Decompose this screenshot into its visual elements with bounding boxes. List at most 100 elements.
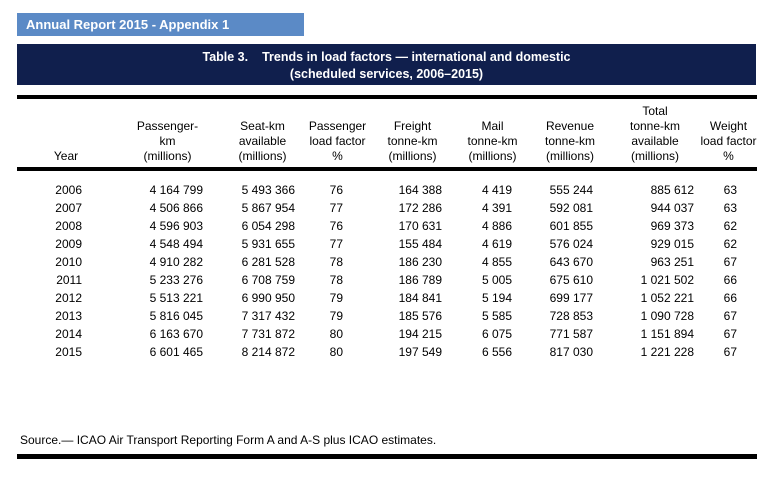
table-cell: 5 931 655 (241, 237, 295, 251)
table-title-line: Table 3. Trends in load factors — interna… (17, 44, 756, 66)
table-cell: 62 (723, 237, 737, 251)
table-cell: 1 021 502 (640, 273, 694, 287)
table-cell: 76 (329, 219, 343, 233)
table-cell: 79 (329, 291, 343, 305)
table-cell: 4 886 (481, 219, 512, 233)
table-row: 2012 5 513 221 6 990 950 79 184 841 5 194 699 … (17, 289, 757, 307)
table-cell: 643 670 (549, 255, 593, 269)
table-row: 2009 4 548 494 5 931 655 77 155 484 4 619 576 … (17, 235, 757, 253)
table-cell: 699 177 (549, 291, 593, 305)
table-cell: 6 075 (481, 327, 512, 341)
table-cell: 2007 (55, 201, 82, 215)
column-header-passenger-load-factor: Passenger load factor % (305, 97, 370, 171)
table-cell: 1 151 894 (640, 327, 694, 341)
column-header-mail-tonne-km: Mail tonne-km (millions) (455, 97, 530, 171)
table-cell: 2008 (55, 219, 82, 233)
table-cell: 1 052 221 (640, 291, 694, 305)
table-cell: 67 (723, 327, 737, 341)
table-cell: 78 (329, 273, 343, 287)
table-cell: 728 853 (549, 309, 593, 323)
table-header-row: Year Passenger- km (millions) Seat-km av… (17, 97, 757, 171)
column-header-weight-load-factor: Weight load factor % (700, 97, 757, 171)
table-cell: 194 215 (398, 327, 442, 341)
table-subtitle: (scheduled services, 2006–2015) (289, 67, 484, 81)
table-row: 2011 5 233 276 6 708 759 78 186 789 5 005 675 … (17, 271, 757, 289)
column-header-passenger-km: Passenger- km (millions) (115, 97, 220, 171)
load-factors-table: Year Passenger- km (millions) Seat-km av… (17, 95, 757, 361)
table-row: 2013 5 816 045 7 317 432 79 185 576 5 585 728 … (17, 307, 757, 325)
table-cell: 4 910 282 (149, 255, 203, 269)
table-cell: 63 (723, 183, 737, 197)
table-row: 2007 4 506 866 5 867 954 77 172 286 4 391 592 … (17, 199, 757, 217)
table-cell: 185 576 (398, 309, 442, 323)
table-row: 2008 4 596 903 6 054 298 76 170 631 4 886 601 … (17, 217, 757, 235)
table-cell: 929 015 (650, 237, 694, 251)
table-cell: 2009 (55, 237, 82, 251)
table-cell: 79 (329, 309, 343, 323)
table-cell: 6 281 528 (241, 255, 295, 269)
table-cell: 186 789 (398, 273, 442, 287)
table-cell: 80 (329, 345, 343, 359)
table-cell: 4 855 (481, 255, 512, 269)
table-row: 2014 6 163 670 7 731 872 80 194 215 6 075 771 … (17, 325, 757, 343)
table-cell: 576 024 (549, 237, 593, 251)
table-number-label: Table 3. (202, 50, 249, 64)
table-cell: 62 (723, 219, 737, 233)
table-cell: 1 221 228 (640, 345, 694, 359)
table-container: Year Passenger- km (millions) Seat-km av… (17, 95, 757, 361)
table-cell: 1 090 728 (640, 309, 694, 323)
table-cell: 601 855 (549, 219, 593, 233)
table-cell: 4 548 494 (149, 237, 203, 251)
table-row: 2006 4 164 799 5 493 366 76 164 388 4 419 555 … (17, 169, 757, 199)
table-body: 2006 4 164 799 5 493 366 76 164 388 4 419 555 … (17, 169, 757, 361)
appendix-banner: Annual Report 2015 - Appendix 1 (17, 13, 304, 36)
table-cell: 6 556 (481, 345, 512, 359)
table-cell: 78 (329, 255, 343, 269)
column-header-year: Year (17, 97, 115, 171)
table-cell: 944 037 (650, 201, 694, 215)
table-cell: 170 631 (398, 219, 442, 233)
table-cell: 4 506 866 (149, 201, 203, 215)
table-cell: 6 163 670 (149, 327, 203, 341)
table-cell: 5 513 221 (149, 291, 203, 305)
table-cell: 155 484 (398, 237, 442, 251)
table-cell: 7 317 432 (241, 309, 295, 323)
table-cell: 66 (723, 273, 737, 287)
table-cell: 5 867 954 (241, 201, 295, 215)
table-cell: 4 596 903 (149, 219, 203, 233)
table-cell: 2011 (56, 273, 82, 287)
table-cell: 2006 (55, 183, 82, 197)
table-title-text: Trends in load factors — international a… (262, 50, 571, 64)
table-cell: 555 244 (549, 183, 593, 197)
table-cell: 80 (329, 327, 343, 341)
table-cell: 592 081 (549, 201, 593, 215)
table-title-band: Table 3. Trends in load factors — interna… (17, 44, 756, 85)
table-cell: 77 (329, 201, 343, 215)
table-cell: 5 816 045 (149, 309, 203, 323)
column-header-revenue-tonne-km: Revenue tonne-km (millions) (530, 97, 610, 171)
table-cell: 67 (723, 345, 737, 359)
table-row: 2010 4 910 282 6 281 528 78 186 230 4 855 643 … (17, 253, 757, 271)
table-cell: 172 286 (398, 201, 442, 215)
table-cell: 77 (329, 237, 343, 251)
table-cell: 5 493 366 (241, 183, 295, 197)
table-cell: 67 (723, 255, 737, 269)
table-cell: 4 164 799 (149, 183, 203, 197)
table-cell: 2014 (55, 327, 82, 341)
table-cell: 4 419 (481, 183, 512, 197)
table-cell: 184 841 (398, 291, 442, 305)
table-cell: 67 (723, 309, 737, 323)
table-cell: 197 549 (398, 345, 442, 359)
table-cell: 4 391 (481, 201, 512, 215)
table-cell: 963 251 (650, 255, 694, 269)
column-header-freight-tonne-km: Freight tonne-km (millions) (370, 97, 455, 171)
column-header-total-tonne-km: Total tonne-km available (millions) (610, 97, 700, 171)
table-cell: 5 005 (481, 273, 512, 287)
table-cell: 5 233 276 (149, 273, 203, 287)
table-cell: 2015 (55, 345, 82, 359)
table-cell: 76 (329, 183, 343, 197)
table-cell: 66 (723, 291, 737, 305)
table-cell: 969 373 (650, 219, 694, 233)
table-cell: 164 388 (398, 183, 442, 197)
source-note: Source.— ICAO Air Transport Reporting Fo… (17, 433, 757, 459)
